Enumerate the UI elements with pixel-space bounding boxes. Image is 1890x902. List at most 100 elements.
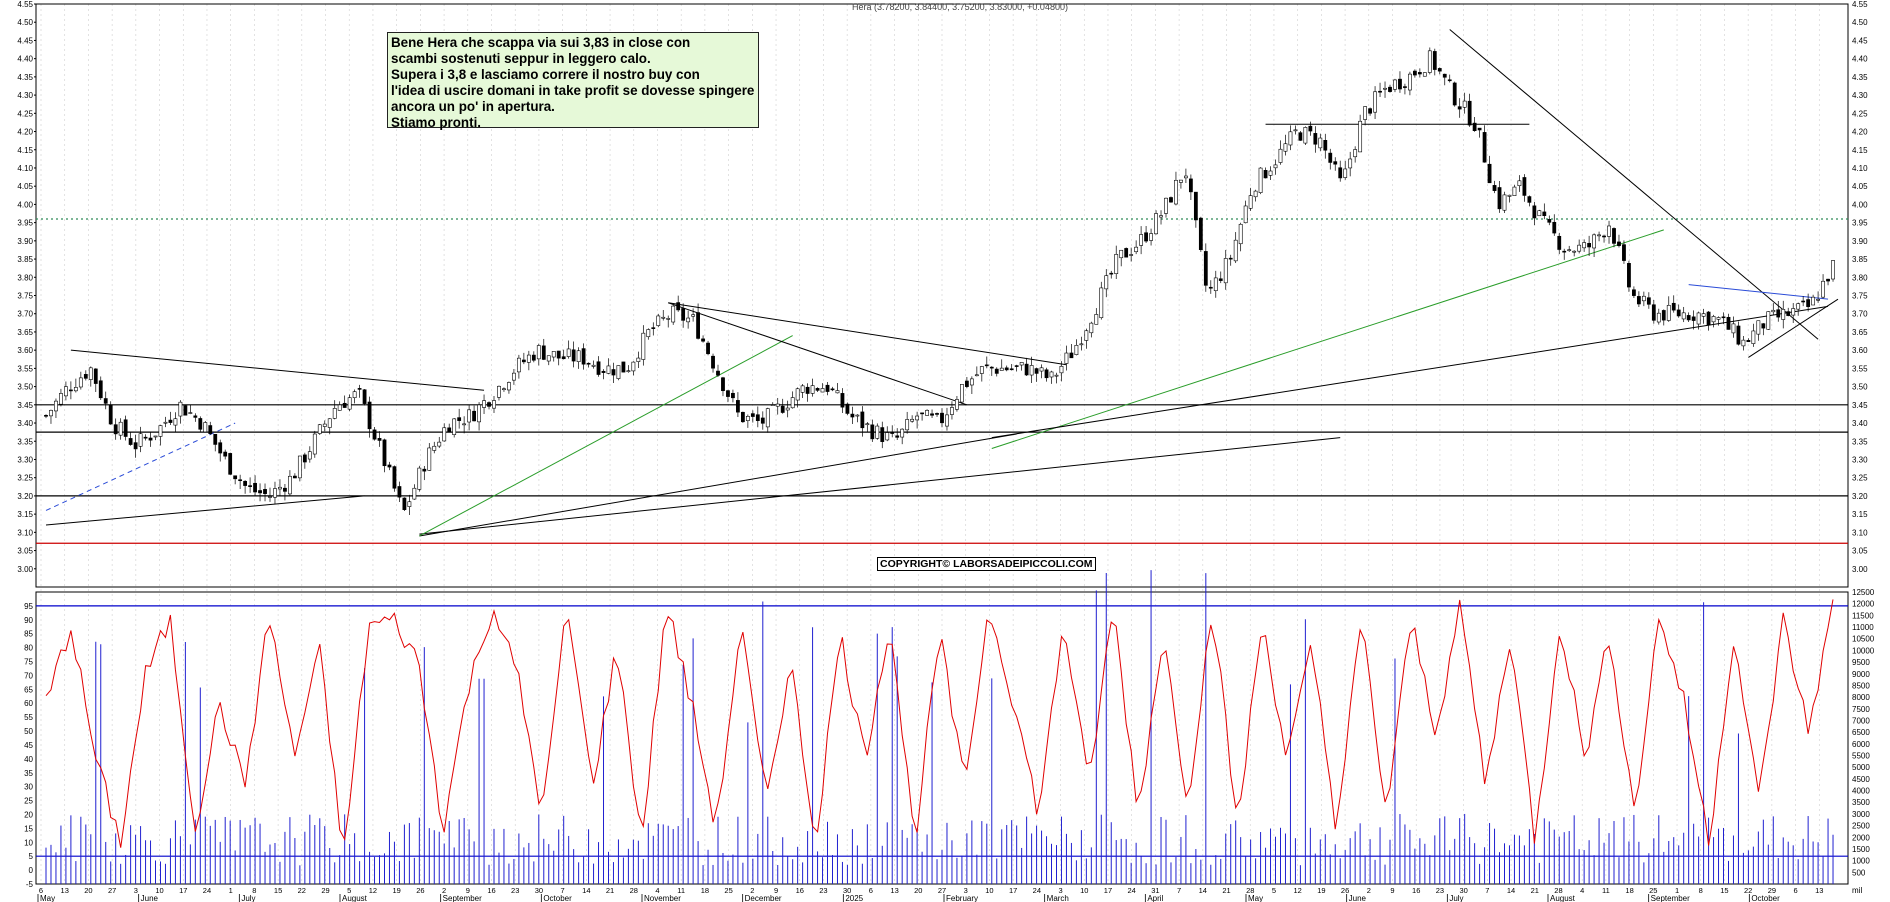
price-tick-label-left: 3.70 (17, 310, 33, 319)
candle-body (1781, 309, 1786, 320)
candle-body (113, 424, 118, 435)
candle-body (750, 413, 755, 417)
price-tick-label-right: 3.90 (1852, 237, 1868, 246)
candle-body (1607, 225, 1611, 237)
volume-tick-label: 7500 (1852, 705, 1870, 714)
day-tick-label: 21 (1222, 886, 1230, 895)
candle-body (283, 487, 287, 492)
candle-body (1029, 365, 1034, 376)
day-tick-label: 17 (179, 886, 187, 895)
candle-body (422, 468, 427, 472)
candle-body (88, 367, 93, 380)
volume-tick-label: 12000 (1852, 600, 1875, 609)
candle-body (1338, 167, 1343, 179)
candle-body (1716, 317, 1721, 320)
candle-body (711, 355, 715, 369)
candle-body (1268, 170, 1273, 176)
day-tick-label: 13 (890, 886, 898, 895)
oscillator-tick-label: 75 (24, 658, 33, 667)
candle-body (1223, 258, 1228, 284)
trend-line (1748, 298, 1839, 358)
candle-body (621, 361, 626, 373)
price-tick-label-left: 4.30 (17, 91, 33, 100)
candle-body (556, 350, 561, 359)
candle-body (1831, 260, 1835, 280)
candle-body (317, 424, 322, 434)
month-label: July (1449, 894, 1463, 902)
candle-body (1064, 352, 1069, 364)
candle-body (98, 380, 103, 399)
day-tick-label: 17 (1009, 886, 1017, 895)
day-tick-label: 9 (774, 886, 778, 895)
price-tick-label-right: 4.25 (1852, 109, 1868, 118)
day-tick-label: 23 (511, 886, 519, 895)
vertical-grid (40, 4, 1820, 884)
candle-body (566, 348, 571, 357)
trend-line (991, 305, 1829, 439)
month-label: June (141, 894, 159, 902)
candlesticks (44, 47, 1835, 516)
candle-body (1303, 127, 1308, 144)
candle-body (1203, 251, 1208, 286)
day-tick-label: 31 (1151, 886, 1159, 895)
candle-body (198, 418, 203, 430)
candle-body (1487, 163, 1492, 184)
price-tick-label-right: 3.95 (1852, 219, 1868, 228)
candle-body (1447, 79, 1452, 82)
day-tick-label: 4 (655, 886, 659, 895)
price-tick-label-left: 3.25 (17, 474, 33, 483)
annotation-line: ancora un po' in apertura. (391, 99, 555, 114)
day-tick-label: 11 (677, 886, 685, 895)
oscillator-tick-label: 70 (24, 671, 33, 680)
candle-body (1751, 330, 1756, 344)
day-tick-label: 26 (1341, 886, 1349, 895)
trend-line (70, 349, 485, 391)
day-tick-label: 2 (750, 886, 754, 895)
candle-body (1627, 263, 1631, 288)
candle-body (1437, 68, 1442, 72)
price-tick-label-left: 4.35 (17, 73, 33, 82)
price-tick-label-right: 4.55 (1852, 0, 1868, 9)
candle-body (1174, 179, 1178, 205)
oscillator-tick-label: 25 (24, 797, 33, 806)
price-tick-label-right: 3.70 (1852, 310, 1868, 319)
candle-body (1104, 275, 1109, 290)
candle-body (681, 308, 686, 321)
candle-body (1671, 302, 1676, 311)
day-tick-label: 6 (39, 886, 43, 895)
candle-body (526, 354, 531, 363)
candle-body (955, 399, 959, 410)
candle-body (168, 419, 173, 423)
candle-body (805, 386, 810, 394)
candle-body (825, 384, 830, 392)
day-tick-label: 3 (1058, 886, 1062, 895)
volume-tick-label: 9000 (1852, 670, 1870, 679)
candle-body (656, 315, 661, 326)
candle-body (288, 475, 292, 495)
candle-body (1074, 344, 1079, 355)
oscillator-tick-label: 95 (24, 602, 33, 611)
price-tick-label-right: 3.80 (1852, 273, 1868, 282)
candle-body (606, 365, 611, 374)
candle-body (686, 317, 691, 323)
candle-body (1726, 316, 1731, 330)
candle-body (377, 438, 382, 441)
candle-body (765, 408, 770, 428)
candle-body (148, 437, 153, 441)
candle-body (815, 388, 820, 391)
day-tick-label: 2 (1367, 886, 1371, 895)
day-tick-label: 18 (1625, 886, 1633, 895)
candle-body (1691, 316, 1696, 321)
candle-body (536, 345, 541, 360)
candle-body (915, 415, 920, 421)
candle-body (721, 377, 725, 392)
price-tick-label-left: 3.15 (17, 510, 33, 519)
candle-body (1502, 194, 1507, 211)
candle-body (1009, 368, 1014, 371)
candle-body (945, 414, 949, 427)
candle-body (1562, 250, 1567, 253)
candle-body (1348, 158, 1353, 169)
candle-body (780, 405, 785, 413)
candle-body (910, 418, 915, 422)
